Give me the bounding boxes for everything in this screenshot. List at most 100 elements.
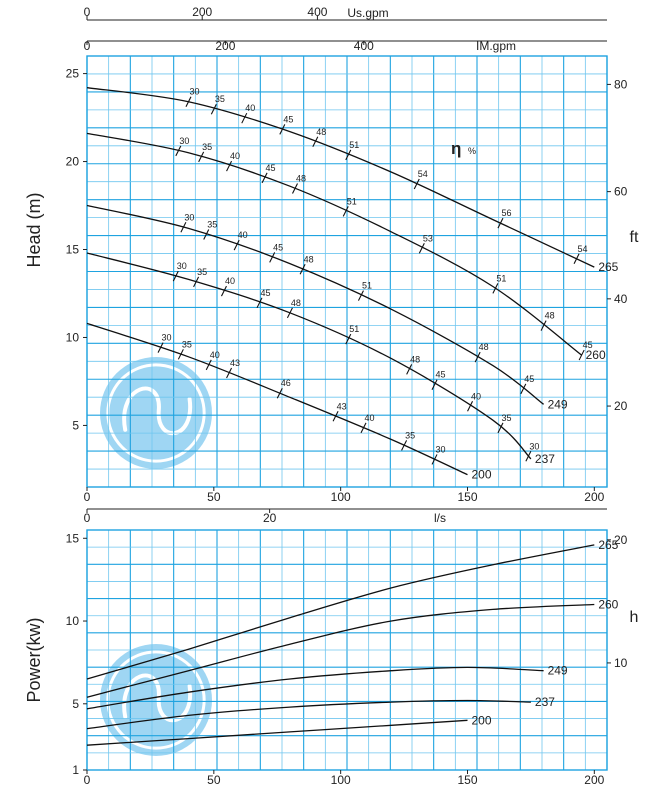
efficiency-label: 48 [545, 311, 555, 321]
efficiency-tick [342, 206, 349, 217]
power-curve-label: 237 [535, 695, 555, 709]
efficiency-tick [418, 243, 425, 254]
power-curve-265 [86, 544, 595, 680]
efficiency-label: 35 [207, 220, 217, 230]
efficiency-label: 45 [436, 370, 446, 380]
efficiency-label: 35 [202, 142, 212, 152]
usgpm-tick-label: 400 [307, 5, 327, 19]
efficiency-tick [175, 145, 182, 157]
efficiency-label: 35 [501, 413, 511, 423]
efficiency-tick [177, 349, 184, 360]
efficiency-label: 45 [273, 242, 283, 252]
efficiency-label: 51 [362, 281, 372, 291]
efficiency-label: 40 [225, 276, 235, 286]
efficiency-tick [220, 285, 227, 297]
ls-axis-label: l/s [434, 511, 446, 525]
efficiency-label: 35 [405, 430, 415, 440]
logo-ring [106, 650, 206, 750]
efficiency-unit: % [468, 146, 476, 156]
head-curve-label: 265 [598, 260, 618, 274]
head-tick-label: 5 [72, 418, 79, 432]
power-curve-260 [86, 603, 595, 698]
usgpm-tick-label: 0 [84, 5, 91, 19]
efficiency-symbol: η [451, 139, 461, 158]
power-tick-label: 15 [66, 531, 80, 545]
efficiency-tick [256, 297, 263, 309]
efficiency-label: 48 [316, 127, 326, 137]
efficiency-tick [172, 270, 179, 282]
power-curve-label: 260 [598, 597, 618, 611]
efficiency-tick [193, 276, 200, 288]
efficiency-label: 48 [304, 254, 314, 264]
efficiency-label: 35 [197, 267, 207, 277]
ft-axis-title: ft [630, 229, 639, 246]
head-curve-label: 200 [471, 468, 491, 482]
power-h-tick-label: 20 [614, 533, 628, 547]
logo-ring [106, 363, 206, 463]
efficiency-label: 54 [578, 244, 588, 254]
head-curve-249 [86, 204, 544, 405]
ls-tick-label: 0 [84, 511, 91, 525]
flow-tick-label: 200 [584, 490, 604, 504]
efficiency-label: 43 [230, 358, 240, 368]
efficiency-label: 56 [501, 208, 511, 218]
efficiency-label: 43 [337, 401, 347, 411]
logo-disc [100, 357, 212, 469]
head-tick-label: 10 [66, 330, 80, 344]
head-tick-label: 25 [66, 67, 80, 81]
efficiency-tick [497, 422, 504, 434]
efficiency-label: 40 [364, 413, 374, 423]
efficiency-tick [157, 342, 164, 353]
efficiency-label: 35 [182, 339, 192, 349]
efficiency-tick [345, 333, 352, 345]
efficiency-tick [474, 351, 481, 363]
head-curve-label: 237 [535, 452, 555, 466]
efficiency-label: 48 [410, 354, 420, 364]
efficiency-tick [233, 239, 240, 251]
power-curve-label: 249 [548, 664, 568, 678]
efficiency-label: 30 [177, 261, 187, 271]
swirl-logo-icon [100, 357, 212, 469]
efficiency-tick [269, 252, 276, 263]
usgpm-tick-label: 200 [192, 5, 212, 19]
power-axis-title: Power(kw) [24, 617, 44, 702]
efficiency-tick [520, 383, 527, 395]
efficiency-tick [286, 307, 293, 319]
power-flow-tick-label: 100 [331, 773, 351, 787]
imgpm-axis-label: IM.gpm [476, 39, 516, 53]
power-flow-tick-label: 200 [584, 773, 604, 787]
head-tick-label: 20 [66, 155, 80, 169]
efficiency-tick [401, 440, 408, 451]
efficiency-tick [185, 96, 192, 107]
efficiency-tick [431, 379, 438, 390]
head-axis-title: Head (m) [24, 192, 44, 267]
imgpm-tick-label: 400 [354, 39, 374, 53]
efficiency-tick [467, 401, 474, 412]
efficiency-tick [261, 172, 268, 184]
efficiency-label: 30 [184, 212, 194, 222]
head-curve-label: 260 [586, 348, 606, 362]
head-tick-label: 15 [66, 243, 80, 257]
power-curve-249 [86, 666, 544, 710]
power-h-tick-label: 10 [614, 656, 628, 670]
efficiency-label: 30 [436, 444, 446, 454]
efficiency-label: 40 [238, 230, 248, 240]
head-curve-260 [86, 132, 582, 356]
power-curve-237 [86, 699, 531, 730]
efficiency-tick [431, 454, 438, 465]
efficiency-tick [578, 349, 585, 361]
efficiency-label: 40 [230, 151, 240, 161]
efficiency-label: 48 [296, 173, 306, 183]
flow-tick-label: 150 [457, 490, 477, 504]
head-ft-tick-label: 40 [614, 292, 628, 306]
efficiency-label: 45 [583, 340, 593, 350]
efficiency-tick [203, 229, 210, 240]
efficiency-tick [525, 451, 532, 462]
power-curve-label: 200 [471, 713, 491, 727]
efficiency-label: 40 [245, 103, 255, 113]
head-curve-200 [86, 322, 468, 476]
efficiency-label: 48 [291, 298, 301, 308]
head-ft-tick-label: 20 [614, 399, 628, 413]
efficiency-tick [360, 422, 367, 434]
